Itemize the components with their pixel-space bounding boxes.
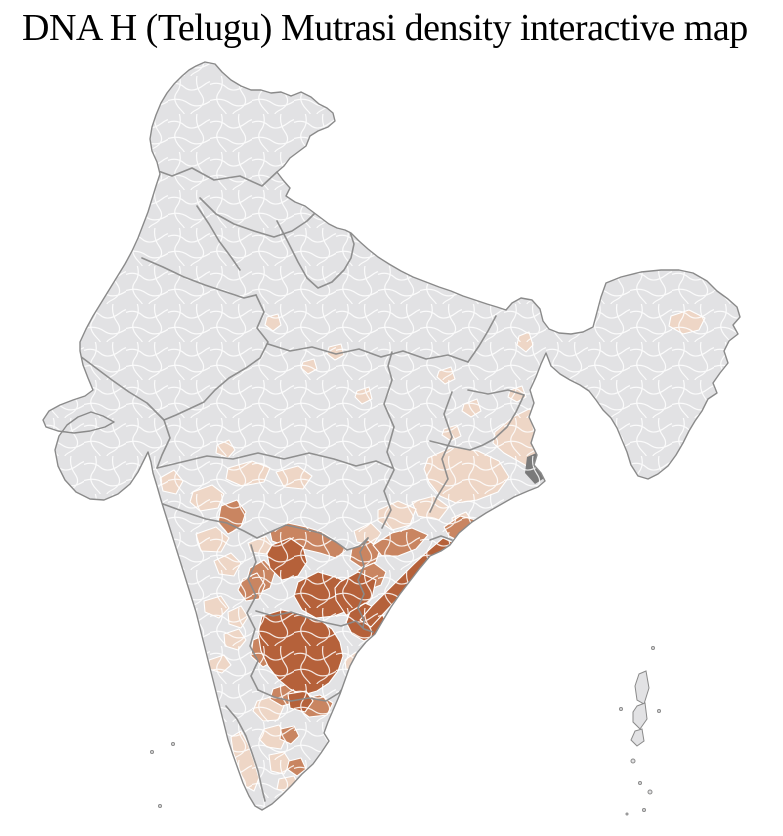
island-dot[interactable] [657,709,661,713]
state-borders [79,167,525,802]
island-dot[interactable] [630,758,636,764]
island-dot[interactable] [647,789,653,795]
andaman-island[interactable] [634,670,650,705]
island-dot[interactable] [625,812,629,816]
islands [150,646,661,816]
andaman-island[interactable] [632,702,648,730]
island-dot[interactable] [651,646,655,650]
lakshadweep-dot[interactable] [158,804,162,808]
map-title: DNA H (Telugu) Mutrasi density interacti… [22,7,748,49]
island-dot[interactable] [619,707,623,711]
andaman-island[interactable] [630,728,645,747]
island-dot[interactable] [642,808,646,812]
island-dot[interactable] [638,781,642,785]
lakshadweep-dot[interactable] [171,742,175,746]
lakshadweep-dot[interactable] [150,750,154,754]
